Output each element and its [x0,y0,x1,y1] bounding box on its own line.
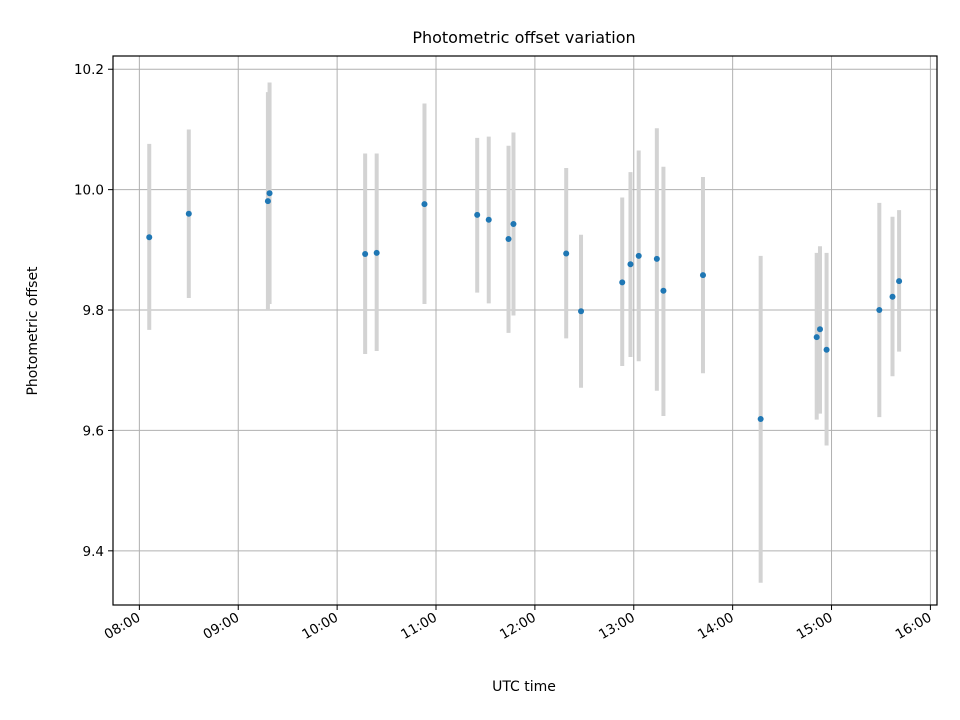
data-point [876,307,883,314]
data-point [563,250,570,257]
data-point [653,255,660,262]
data-point [813,334,820,341]
data-point [578,308,585,315]
data-point [146,234,153,241]
y-tick-label: 9.4 [83,544,104,560]
data-point [699,272,706,279]
data-point [619,279,626,286]
data-points [146,190,903,422]
plot-frame [112,55,938,606]
y-tick-label: 9.8 [83,303,104,319]
data-point [185,210,192,217]
data-point [510,220,517,227]
y-tick-label: 10.0 [74,183,104,199]
data-point [823,346,830,353]
data-point [896,278,903,285]
y-axis-ticks: 9.4 9.6 9.8 10.0 10.2 [74,62,113,560]
data-point [757,415,764,422]
data-point [816,326,823,333]
y-tick-label: 9.6 [83,423,104,439]
data-point [635,252,642,259]
grid-lines [113,56,937,605]
x-axis-label: UTC time [492,679,556,695]
data-point [660,287,667,294]
data-point [505,236,512,242]
data-point [421,201,428,208]
data-point [889,293,896,300]
data-point [266,190,273,197]
data-point [264,198,271,205]
data-point [362,251,369,258]
data-point [474,211,481,218]
chart-title: Photometric offset variation [412,28,635,47]
data-point [485,216,492,223]
y-axis-label: Photometric offset [25,266,41,396]
data-point [627,261,634,268]
y-tick-label: 10.2 [74,62,104,78]
data-point [373,249,380,256]
